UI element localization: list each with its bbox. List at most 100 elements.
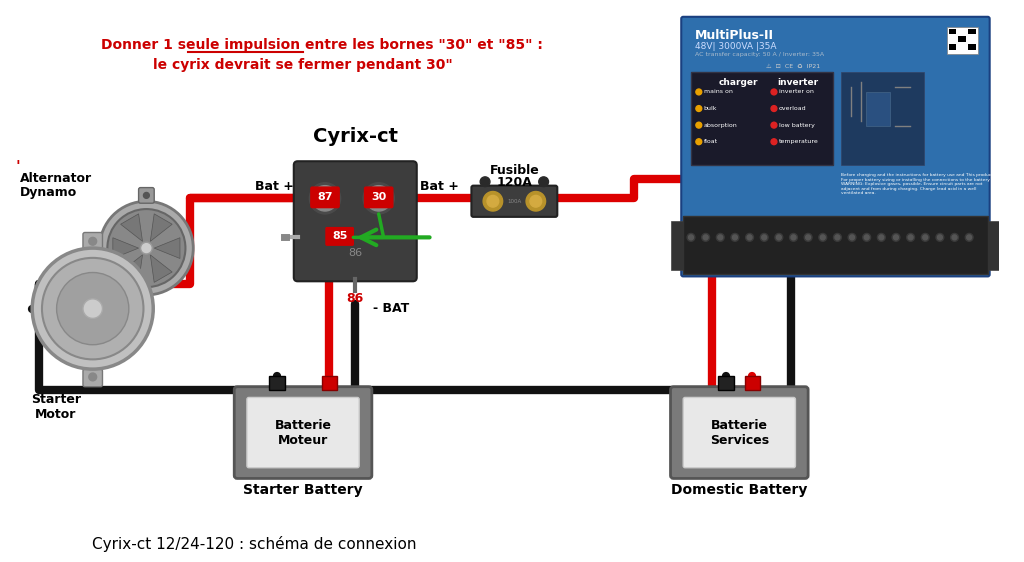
- Polygon shape: [151, 214, 172, 241]
- Text: overload: overload: [779, 106, 807, 111]
- Polygon shape: [121, 255, 142, 282]
- Circle shape: [775, 233, 782, 241]
- Circle shape: [312, 185, 338, 211]
- Text: 100A: 100A: [507, 199, 521, 204]
- Circle shape: [863, 233, 870, 241]
- Circle shape: [32, 248, 154, 369]
- Circle shape: [108, 209, 185, 287]
- Text: Donner 1 seule impulsion entre les bornes "30" et "85" :: Donner 1 seule impulsion entre les borne…: [101, 38, 543, 52]
- Circle shape: [937, 235, 942, 240]
- Text: ': ': [15, 160, 20, 175]
- Circle shape: [718, 235, 723, 240]
- Circle shape: [820, 235, 825, 240]
- Text: low battery: low battery: [779, 123, 815, 128]
- Circle shape: [950, 233, 958, 241]
- Bar: [948, 29, 956, 34]
- Circle shape: [480, 177, 489, 187]
- Bar: [719, 376, 734, 389]
- FancyBboxPatch shape: [326, 228, 353, 245]
- Text: 86: 86: [348, 248, 362, 258]
- Text: inverter on: inverter on: [779, 89, 814, 94]
- Circle shape: [806, 235, 811, 240]
- Polygon shape: [151, 255, 172, 282]
- Circle shape: [696, 139, 701, 144]
- Bar: [947, 26, 978, 54]
- Circle shape: [762, 235, 767, 240]
- FancyBboxPatch shape: [83, 233, 102, 250]
- Bar: [969, 44, 976, 50]
- Circle shape: [834, 233, 842, 241]
- Polygon shape: [121, 214, 142, 241]
- Circle shape: [703, 235, 708, 240]
- Circle shape: [892, 233, 900, 241]
- Circle shape: [371, 191, 386, 206]
- Circle shape: [696, 89, 701, 95]
- Circle shape: [687, 233, 695, 241]
- Circle shape: [771, 139, 777, 144]
- Circle shape: [483, 192, 503, 211]
- Text: temperature: temperature: [779, 139, 818, 144]
- Circle shape: [366, 185, 391, 211]
- Circle shape: [923, 235, 928, 240]
- Circle shape: [140, 242, 153, 254]
- FancyBboxPatch shape: [681, 17, 989, 277]
- Circle shape: [364, 183, 394, 214]
- Circle shape: [771, 106, 777, 111]
- Text: Batterie
Moteur: Batterie Moteur: [274, 419, 332, 447]
- Circle shape: [42, 258, 143, 359]
- Text: ⚠  ⊡  CE  ♻  IP21: ⚠ ⊡ CE ♻ IP21: [766, 64, 820, 69]
- Circle shape: [99, 201, 194, 295]
- Text: bulk: bulk: [703, 106, 717, 111]
- Circle shape: [908, 235, 913, 240]
- Text: Fusible: Fusible: [489, 164, 540, 177]
- Circle shape: [804, 233, 812, 241]
- Text: Starter
Motor: Starter Motor: [31, 392, 81, 420]
- Circle shape: [848, 233, 856, 241]
- Text: 86: 86: [347, 292, 364, 305]
- Bar: [672, 221, 683, 270]
- Text: Domestic Battery: Domestic Battery: [671, 483, 808, 497]
- Circle shape: [771, 89, 777, 95]
- Circle shape: [745, 233, 754, 241]
- Circle shape: [89, 237, 96, 245]
- FancyBboxPatch shape: [311, 187, 339, 207]
- FancyBboxPatch shape: [683, 397, 796, 468]
- Circle shape: [732, 235, 737, 240]
- Text: Cyrix-ct: Cyrix-ct: [312, 126, 397, 146]
- Text: Before charging and the instructions for battery use and This product
For proper: Before charging and the instructions for…: [842, 173, 993, 196]
- Circle shape: [966, 233, 973, 241]
- Circle shape: [731, 233, 739, 241]
- Bar: [744, 376, 760, 389]
- Bar: [322, 376, 337, 389]
- Circle shape: [819, 233, 826, 241]
- Text: Bat +: Bat +: [255, 180, 294, 193]
- Circle shape: [717, 233, 724, 241]
- Text: charger: charger: [719, 78, 758, 87]
- Circle shape: [790, 233, 798, 241]
- Circle shape: [835, 235, 840, 240]
- Text: Batterie
Services: Batterie Services: [710, 419, 769, 447]
- Circle shape: [894, 235, 898, 240]
- Polygon shape: [155, 238, 180, 259]
- Circle shape: [850, 235, 854, 240]
- Text: Cyrix-ct 12/24-120 : schéma de connexion: Cyrix-ct 12/24-120 : schéma de connexion: [91, 536, 416, 552]
- Bar: [988, 221, 999, 270]
- Circle shape: [696, 122, 701, 128]
- Circle shape: [701, 233, 710, 241]
- Circle shape: [879, 235, 884, 240]
- Text: 30: 30: [371, 192, 386, 202]
- Circle shape: [89, 373, 96, 381]
- Circle shape: [688, 235, 693, 240]
- Circle shape: [760, 233, 768, 241]
- Circle shape: [878, 233, 885, 241]
- Text: 120A: 120A: [497, 176, 532, 189]
- Bar: [683, 216, 988, 274]
- FancyBboxPatch shape: [83, 369, 102, 387]
- Bar: [691, 72, 833, 165]
- Circle shape: [526, 192, 546, 211]
- FancyBboxPatch shape: [471, 185, 557, 217]
- Text: Starter Battery: Starter Battery: [244, 483, 362, 497]
- Polygon shape: [113, 238, 138, 259]
- Circle shape: [922, 233, 929, 241]
- Circle shape: [776, 235, 781, 240]
